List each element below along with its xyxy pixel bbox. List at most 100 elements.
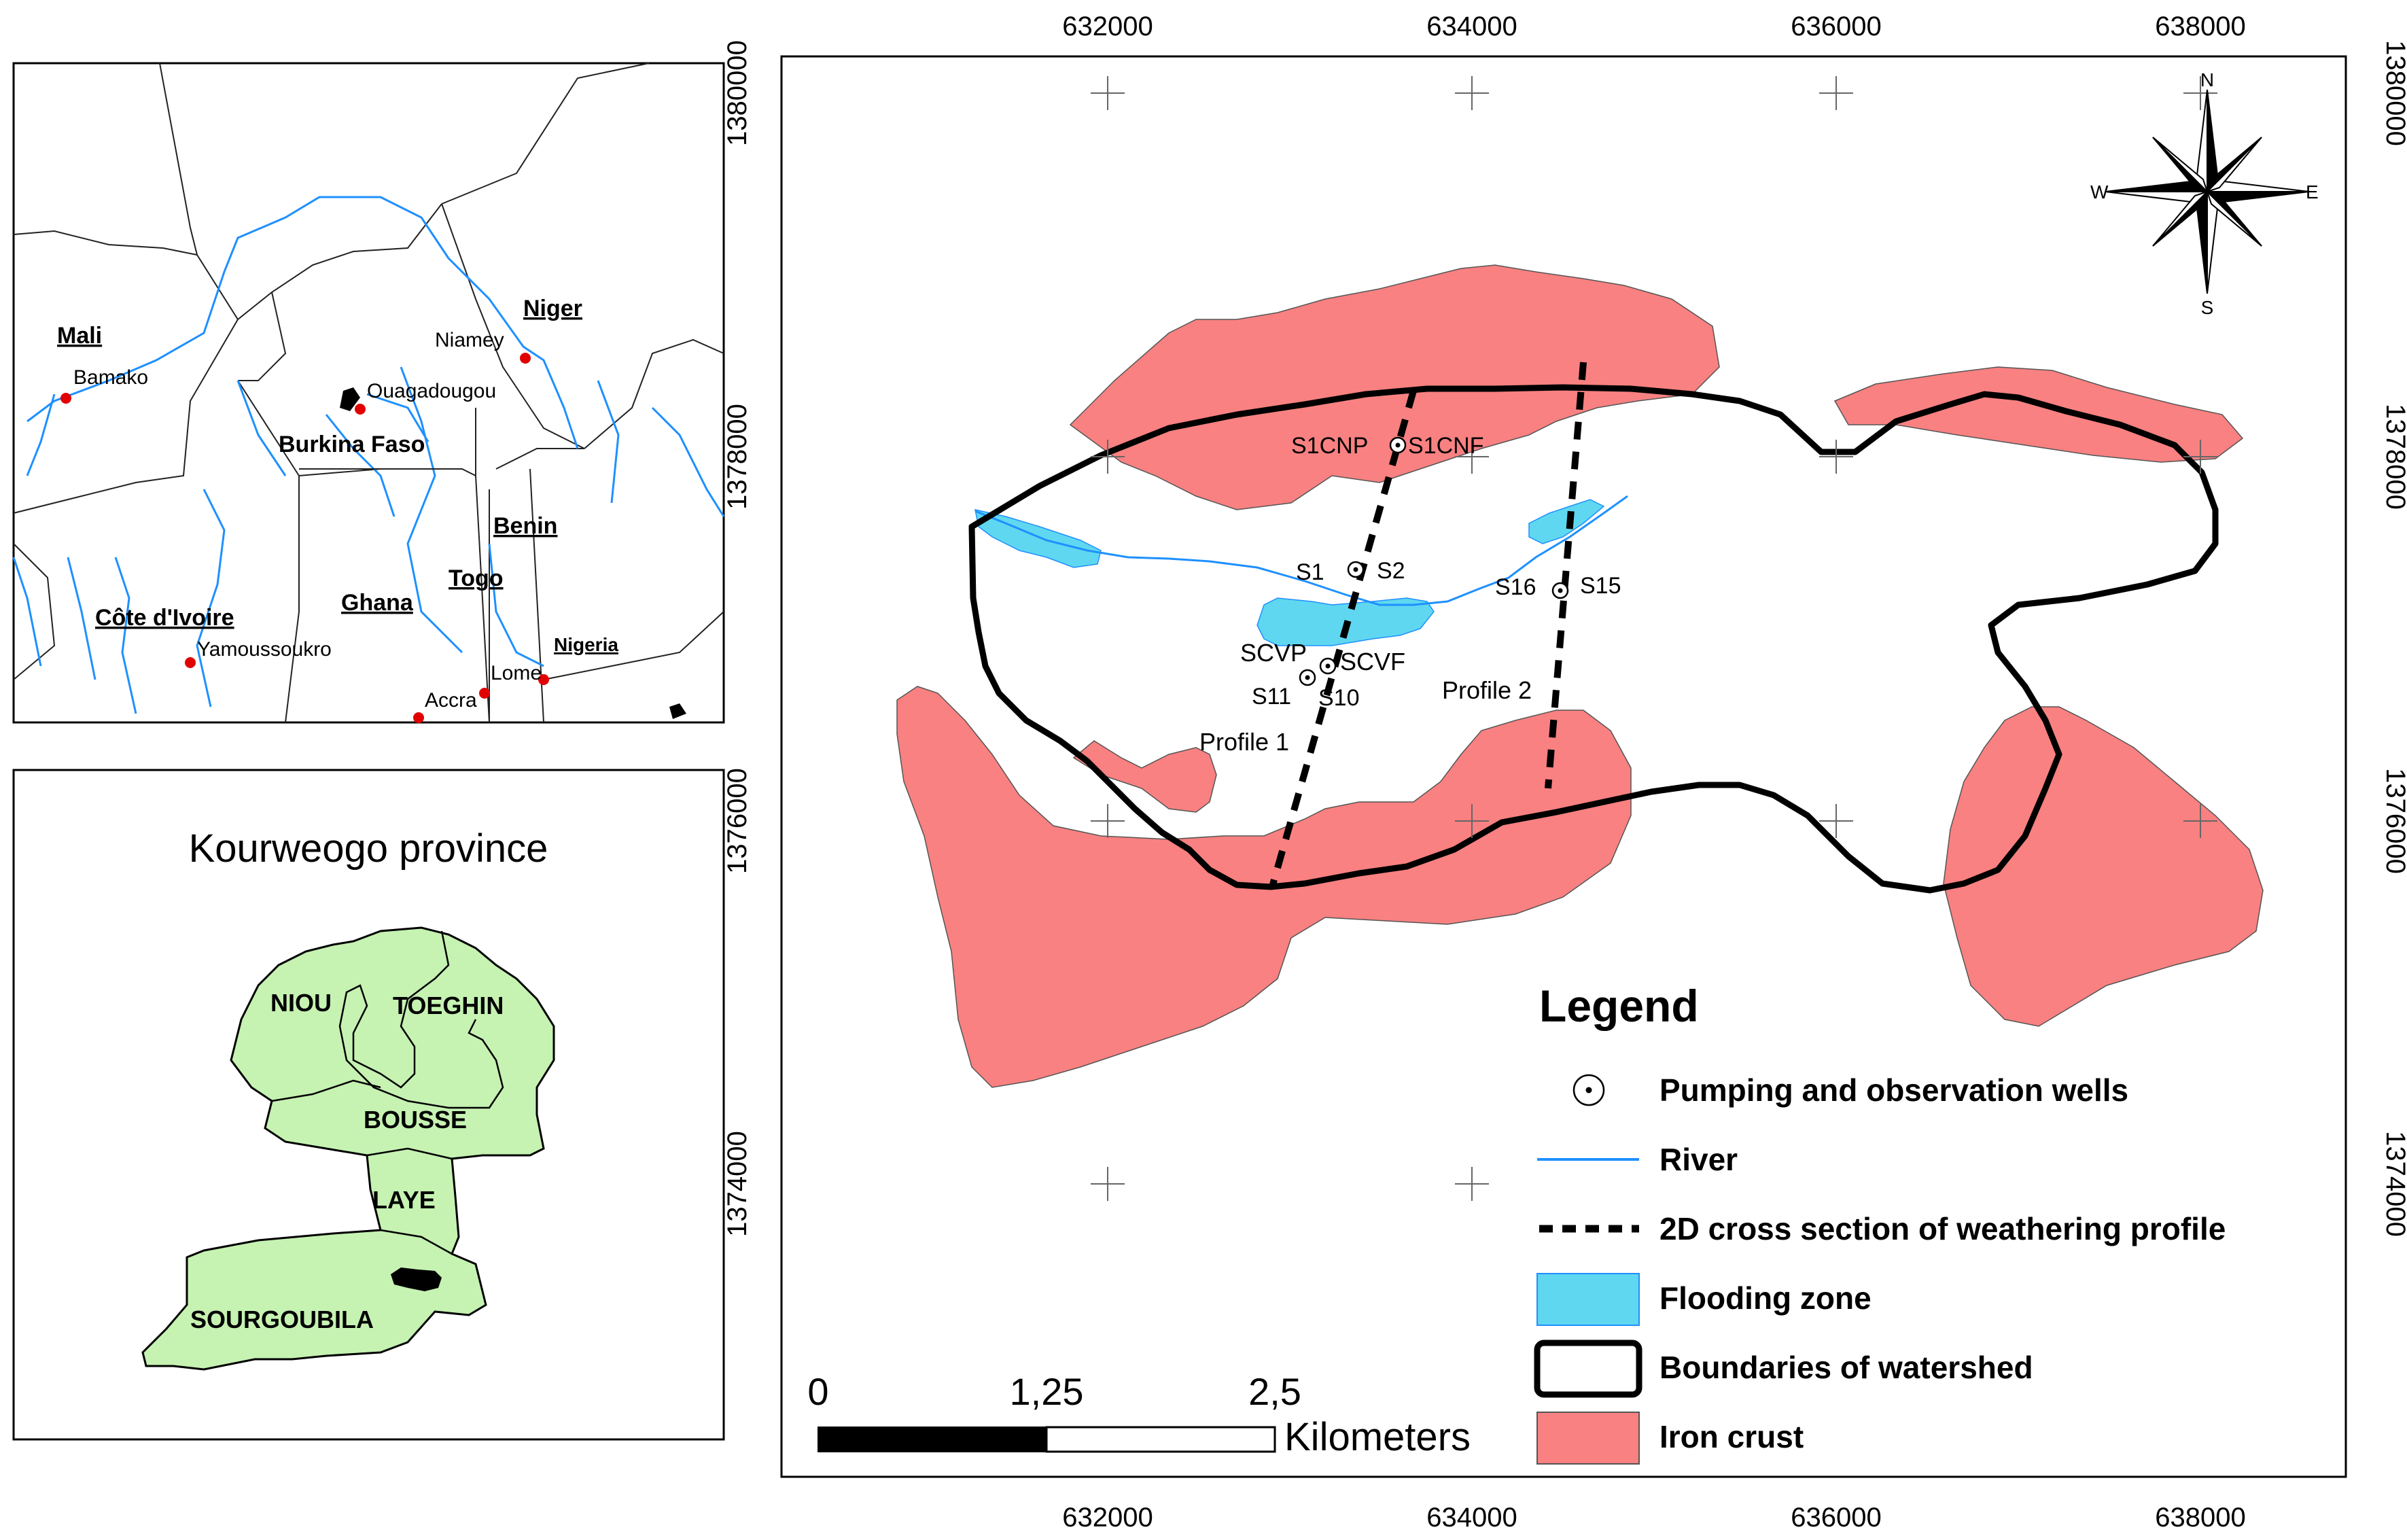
x-tick-top: 636000	[1791, 12, 1881, 41]
legend-iron-crust-icon	[1536, 1412, 1640, 1465]
y-tick-right: 1374000	[2380, 1131, 2407, 1237]
province-title: Kourweogo province	[189, 826, 548, 871]
well-centers	[1305, 442, 1563, 680]
river-line	[974, 495, 1628, 606]
legend-item-label: Flooding zone	[1659, 1280, 1872, 1316]
district-label: NIOU	[270, 989, 332, 1017]
well-label: S16	[1495, 574, 1536, 600]
well-label: S2	[1377, 558, 1405, 584]
profile-label: Profile 1	[1199, 728, 1289, 756]
y-tick-right: 1380000	[2380, 40, 2407, 146]
profile-label: Profile 2	[1442, 676, 1532, 704]
scale-unit: Kilometers	[1284, 1415, 1471, 1459]
iron-crust-area	[1833, 366, 2244, 463]
province-inset: Kourweogo province NIOU TOEGHIN BOUSSE L…	[12, 769, 725, 1441]
city-marker	[479, 688, 490, 699]
country-label: Burkina Faso	[279, 432, 425, 457]
city-label: Ouagadougou	[367, 380, 496, 402]
city-label: Yamoussoukro	[197, 638, 332, 661]
legend-item-label: 2D cross section of weathering profile	[1659, 1211, 2226, 1246]
rivers	[12, 196, 725, 714]
country-label: Mali	[57, 323, 102, 349]
main-map: 632000 634000 636000 638000 632000 63400…	[722, 12, 2407, 1533]
legend-item-label: Iron crust	[1659, 1419, 1804, 1454]
legend-title: Legend	[1539, 981, 1699, 1031]
x-tick-bottom: 632000	[1062, 1503, 1153, 1533]
x-tick-bottom: 634000	[1426, 1503, 1517, 1533]
country-label: Niger	[523, 296, 582, 321]
watershed-boundary	[968, 384, 2219, 894]
city-label: Lome	[491, 662, 542, 684]
scale-label: 2,5	[1248, 1370, 1301, 1413]
x-tick-bottom: 636000	[1791, 1503, 1881, 1533]
scale-bar-dark	[818, 1427, 1047, 1452]
province-outline	[141, 926, 555, 1371]
profile-lines	[1269, 362, 1587, 888]
district-borders	[271, 930, 504, 1255]
profile-2-line	[1545, 362, 1587, 789]
well-label: S1CNF	[1408, 433, 1483, 459]
iron-crust-area	[1072, 740, 1217, 813]
compass-n-label: N	[2200, 69, 2214, 90]
profile-1-line	[1269, 389, 1417, 888]
well-label: S1	[1296, 559, 1324, 585]
scale-label: 1,25	[1010, 1370, 1084, 1413]
district-label: SOURGOUBILA	[190, 1306, 374, 1333]
scale-bar: 0 1,25 2,5 Kilometers	[807, 1370, 1471, 1459]
district-label: LAYE	[372, 1186, 436, 1214]
region-inset: Mali Niger Burkina Faso Benin Togo Ghana…	[12, 62, 725, 724]
legend-item-label: Boundaries of watershed	[1659, 1350, 2033, 1385]
city-marker	[538, 674, 549, 685]
country-borders	[13, 63, 724, 723]
well-label: SCVF	[1340, 648, 1405, 676]
district-label: TOEGHIN	[393, 992, 504, 1019]
compass-e-label: E	[2306, 181, 2319, 203]
legend-flooding-icon	[1536, 1273, 1640, 1326]
country-label: Ghana	[341, 590, 414, 616]
lake-shape	[391, 1267, 442, 1291]
legend: Legend Pumping and observation wells Riv…	[1534, 981, 2226, 1465]
y-tick-left: 1374000	[722, 1131, 752, 1237]
city-marker	[355, 404, 366, 415]
city-label: Niamey	[435, 329, 504, 351]
iron-crust-area	[1069, 264, 1720, 510]
region-inset-frame	[12, 62, 725, 724]
well-label: SCVP	[1240, 639, 1307, 667]
country-label: Benin	[493, 513, 557, 539]
y-tick-left: 1380000	[722, 40, 752, 146]
north-arrow: N S E W	[2090, 69, 2319, 318]
city-marker	[60, 393, 71, 404]
district-label: BOUSSE	[364, 1106, 467, 1134]
y-tick-right: 1378000	[2380, 404, 2407, 510]
x-tick-top: 634000	[1426, 12, 1517, 41]
compass-s-label: S	[2201, 297, 2214, 318]
legend-watershed-icon	[1534, 1340, 1642, 1398]
city-label: Bamako	[73, 366, 148, 389]
city-marker	[185, 657, 196, 668]
legend-item-label: River	[1659, 1142, 1738, 1177]
coast-marker	[669, 703, 686, 719]
y-tick-right: 1376000	[2380, 768, 2407, 874]
country-label: Côte d'Ivoire	[95, 605, 234, 631]
x-tick-bottom: 638000	[2155, 1503, 2245, 1533]
iron-crust-area	[1943, 706, 2264, 1027]
y-tick-left: 1376000	[722, 768, 752, 874]
y-tick-left: 1378000	[722, 404, 752, 510]
well-label: S11	[1252, 684, 1291, 710]
city-marker	[413, 712, 424, 723]
graticule-crosses	[1091, 76, 2217, 1201]
country-label: Nigeria	[554, 634, 618, 655]
well-label: S1CNP	[1291, 433, 1368, 459]
x-tick-top: 638000	[2155, 12, 2245, 41]
scale-label: 0	[807, 1370, 828, 1413]
well-label: S10	[1318, 685, 1360, 711]
scale-bar-light	[1045, 1426, 1276, 1453]
cities	[60, 353, 549, 723]
compass-w-label: W	[2090, 181, 2109, 203]
city-label: Accra	[425, 689, 477, 712]
x-tick-top: 632000	[1062, 12, 1153, 41]
study-area-marker	[340, 387, 360, 411]
city-marker	[520, 353, 531, 364]
legend-item-label: Pumping and observation wells	[1659, 1072, 2128, 1108]
